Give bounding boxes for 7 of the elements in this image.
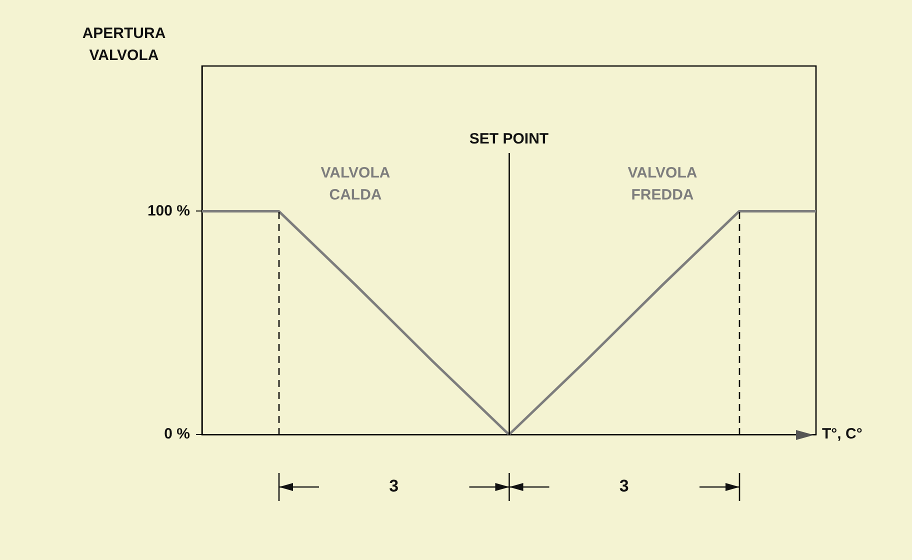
text: VALVOLA FREDDA: [628, 164, 698, 204]
text: VALVOLA CALDA: [320, 164, 390, 204]
annotation: SET POINT: [469, 130, 549, 148]
y-tick-label: 0 %: [164, 426, 190, 443]
y-axis-title: APERTURA VALVOLA: [82, 25, 166, 64]
text: T°, C°: [822, 426, 862, 443]
y-tick-label: 100 %: [147, 202, 190, 220]
